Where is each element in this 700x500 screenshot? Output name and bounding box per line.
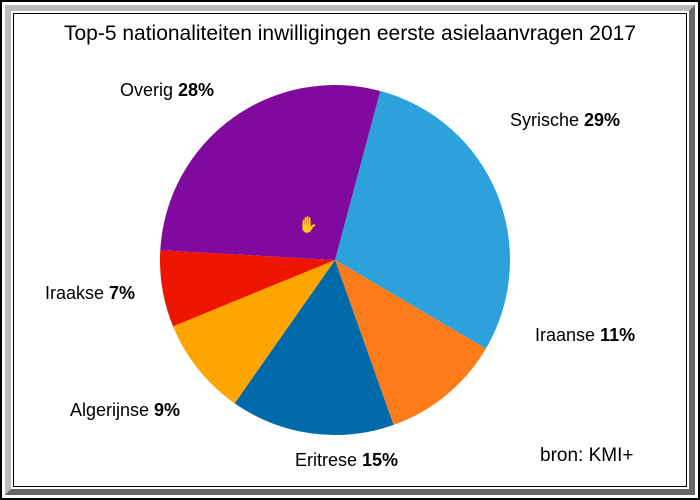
source-name: KMI+	[589, 445, 634, 466]
chart-title: Top-5 nationaliteiten inwilligingen eers…	[14, 22, 686, 46]
slice-label-overig: Overig 28%	[120, 80, 214, 101]
slice-label-text: Algerijnse	[70, 400, 154, 420]
frame-bevel: Top-5 nationaliteiten inwilligingen eers…	[5, 5, 695, 495]
frame-outer: Top-5 nationaliteiten inwilligingen eers…	[0, 0, 700, 500]
slice-label-text: Eritrese	[295, 450, 362, 470]
slice-label-text: Overig	[120, 80, 178, 100]
slice-label-text: Syrische	[510, 110, 584, 130]
slice-label-pct: 9%	[154, 400, 180, 420]
source-text: bron: KMI+	[540, 445, 633, 467]
slice-label-pct: 29%	[584, 110, 620, 130]
slice-label-eritrese: Eritrese 15%	[295, 450, 398, 471]
slice-label-pct: 7%	[109, 283, 135, 303]
slice-label-text: Iraanse	[535, 325, 600, 345]
chart-area: Top-5 nationaliteiten inwilligingen eers…	[13, 13, 687, 487]
slice-label-iraakse: Iraakse 7%	[45, 283, 135, 304]
slice-label-iraanse: Iraanse 11%	[535, 325, 635, 346]
slice-label-text: Iraakse	[45, 283, 109, 303]
slice-label-pct: 28%	[178, 80, 214, 100]
slice-label-pct: 15%	[362, 450, 398, 470]
slice-label-algerijnse: Algerijnse 9%	[70, 400, 180, 421]
slice-label-pct: 11%	[600, 325, 635, 345]
slice-label-syrische: Syrische 29%	[510, 110, 620, 131]
pie-chart	[155, 80, 515, 440]
source-prefix: bron:	[540, 445, 589, 466]
